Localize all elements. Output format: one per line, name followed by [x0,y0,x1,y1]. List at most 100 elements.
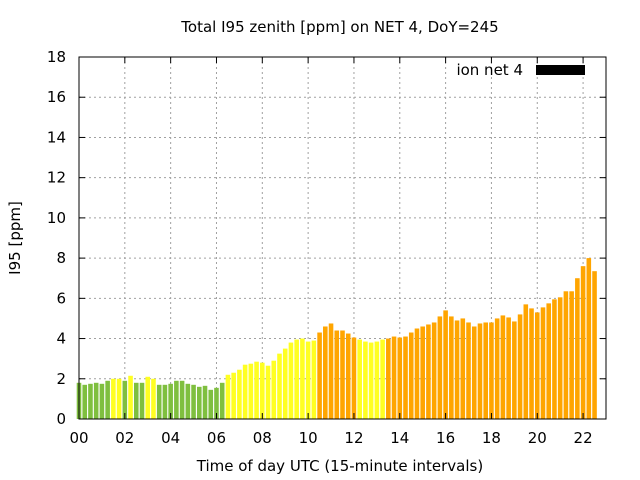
bar [328,323,334,419]
bar [368,342,374,419]
bar [248,363,254,419]
bar [116,378,122,419]
bar [179,380,185,419]
bar [471,326,477,419]
x-tick-label: 04 [161,429,180,447]
bar [500,315,506,419]
bar [145,376,151,419]
x-tick-label: 22 [574,429,593,447]
bar [197,386,202,419]
x-tick-label: 00 [69,429,88,447]
bar [93,382,99,419]
bar [305,341,311,419]
bar [225,374,231,419]
x-tick-label: 14 [390,429,409,447]
bar [431,322,437,419]
bar [317,332,322,419]
bar [105,380,110,419]
bar [323,326,328,419]
bar [420,326,425,419]
bar [546,303,552,419]
bar [231,372,236,419]
bar [569,291,574,419]
bar [494,318,500,419]
bar [563,291,569,419]
bar [311,340,317,419]
bar [345,333,351,419]
bar [288,342,294,419]
bar [340,330,345,419]
bar [271,360,277,419]
bar [214,387,219,419]
bar [534,312,540,419]
y-tick-label: 16 [47,88,66,106]
bar [443,310,448,419]
bar [111,378,116,419]
legend: ion net 4 [456,61,585,79]
bar [151,378,156,419]
bar [357,339,362,419]
bar [552,299,557,419]
bar [191,384,196,419]
bar [300,338,305,419]
y-tick-label: 14 [47,128,66,146]
y-tick-label: 10 [47,209,66,227]
bar [575,278,580,419]
bar [374,341,380,419]
bar [122,380,128,419]
bar [294,339,299,419]
y-tick-label: 2 [56,370,66,388]
bar [466,322,471,419]
bar [586,258,592,419]
y-tick-label: 0 [56,410,66,428]
legend-label: ion net 4 [456,61,523,79]
bar [277,353,282,419]
bar [254,361,259,419]
bar [208,389,214,419]
x-tick-labels: 00 02 04 06 08 10 12 14 16 18 20 22 [69,429,592,447]
bar [88,383,93,419]
x-tick-label: 12 [344,429,363,447]
bar [437,316,443,419]
bar [237,369,242,419]
bar [133,382,139,419]
x-tick-label: 02 [115,429,134,447]
y-tick-label: 12 [47,169,66,187]
bar [477,323,483,419]
bar [403,336,408,419]
bar [156,384,162,419]
bar [334,330,340,419]
bar [426,324,431,419]
y-tick-label: 6 [56,289,66,307]
bar [557,297,563,419]
bar [483,322,488,419]
bar [397,337,403,419]
bar [460,318,466,419]
bar [128,375,133,419]
bar [592,271,597,419]
bar [363,341,368,419]
bar [82,384,88,419]
bar [282,348,288,419]
y-tick-labels: 0 2 4 6 8 10 12 14 16 18 [47,48,66,428]
x-tick-label: 20 [528,429,547,447]
bar [174,380,179,419]
bar [380,339,385,419]
bar [580,266,586,419]
x-tick-label: 06 [207,429,226,447]
chart-title: Total I95 zenith [ppm] on NET 4, DoY=245 [180,18,498,36]
bar [454,320,460,419]
x-axis-label: Time of day UTC (15-minute intervals) [196,457,483,475]
bar [529,308,534,419]
bar [139,382,145,419]
bar [506,317,511,419]
y-tick-label: 8 [56,249,66,267]
bar [242,364,248,419]
y-tick-label: 4 [56,330,66,348]
bar [168,383,173,419]
bar [202,385,208,419]
bar [99,383,105,419]
bar [260,362,265,419]
bar [414,328,420,419]
